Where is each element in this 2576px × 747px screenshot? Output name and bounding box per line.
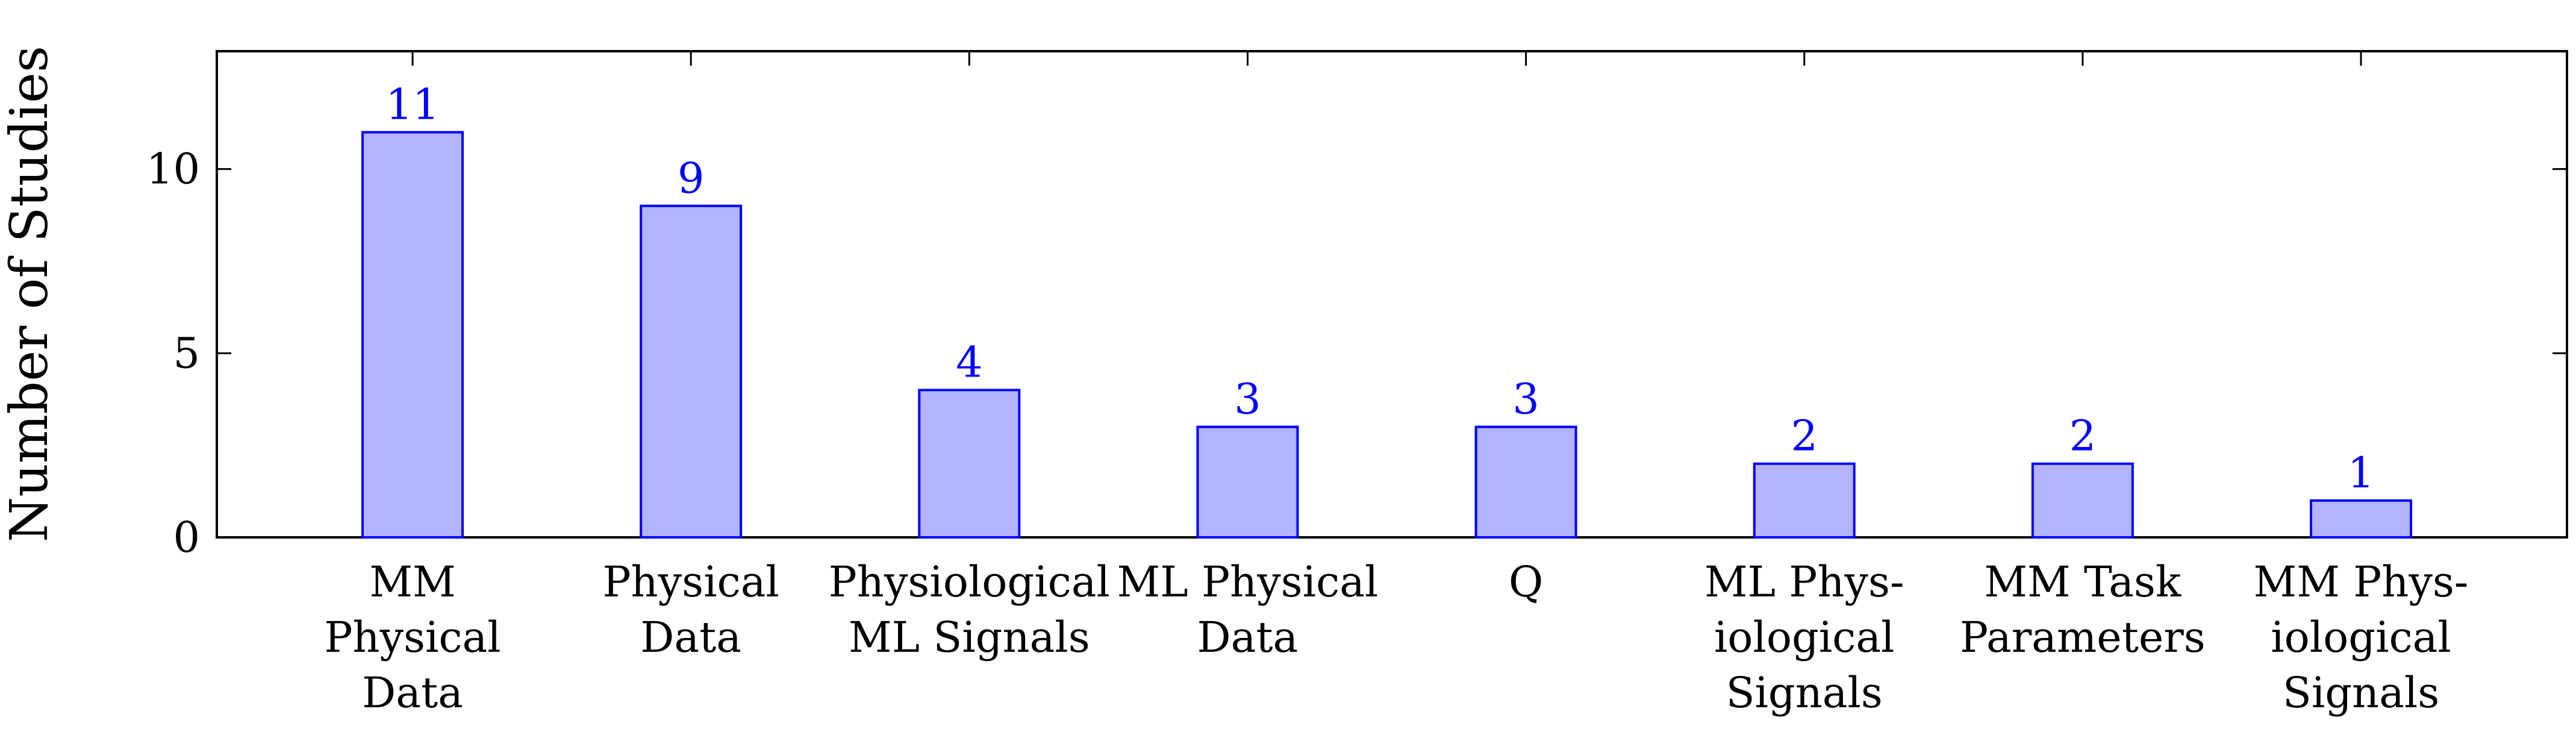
x-tick-label-line: ML Signals [849, 613, 1090, 662]
bar [361, 131, 464, 539]
x-tick-label: Physiological ML Signals [829, 557, 1110, 662]
bar-value-label: 1 [2348, 448, 2375, 498]
x-tick-label-line: Data [362, 668, 463, 717]
x-tick-label-line: Q [1509, 557, 1543, 607]
x-tick-label-line: MM Task [1984, 557, 2181, 607]
x-tick-label-line: ML Phys- [1704, 557, 1904, 607]
bar-value-label: 4 [956, 337, 983, 387]
x-tick-label: MM Task Parameters [1960, 557, 2206, 662]
x-tick-label-line: iological [2271, 613, 2451, 662]
x-tick-label-line: iological [1714, 613, 1895, 662]
bar [1196, 425, 1299, 539]
bar [918, 389, 1021, 539]
bar [2310, 499, 2412, 539]
bar-value-label: 2 [1791, 411, 1818, 461]
bar-value-label: 3 [1512, 375, 1539, 424]
bar [1474, 425, 1577, 539]
plot-frame [216, 50, 2568, 539]
x-tick-label: ML Phys-iological Signals [1704, 557, 1904, 717]
bar [2031, 462, 2134, 539]
x-tick-label-line: Physical [324, 613, 501, 662]
x-tick-label-line: MM Phys- [2254, 557, 2469, 607]
x-tick-label: ML Physical Data [1117, 557, 1379, 662]
y-tick-label: 5 [173, 328, 200, 378]
y-tick-label: 0 [173, 513, 200, 562]
bar-value-label: 9 [678, 154, 705, 203]
x-tick-label-line: Physiological [829, 557, 1110, 607]
x-tick-label: Physical Data [602, 557, 779, 662]
y-tick-labels: 0 5 10 [146, 145, 200, 562]
x-tick-label-line: Physical [602, 557, 779, 607]
bar-value-label: 3 [1234, 375, 1261, 424]
bar [1753, 462, 1856, 539]
bar-value-label: 11 [385, 80, 439, 130]
bars [361, 131, 2412, 539]
y-tick-label: 10 [146, 145, 200, 194]
x-tick-label-line: Signals [2283, 668, 2439, 717]
y-axis-title: Number of Studies [0, 46, 60, 542]
x-tick-label: Q [1509, 557, 1543, 607]
bar-value-label: 2 [2069, 411, 2097, 461]
x-tick-label-line: ML Physical [1117, 557, 1379, 607]
x-tick-label-line: Signals [1726, 668, 1883, 717]
x-tick-label: MM Phys-iological Signals [2254, 557, 2469, 717]
plot-area [216, 50, 2568, 539]
data-labels: 11 9 4 3 3 2 2 1 [385, 80, 2374, 498]
x-tick-label-line: Data [640, 613, 741, 662]
x-tick-label-line: MM [369, 557, 455, 607]
bar [640, 204, 743, 539]
x-tick-label-line: Data [1197, 613, 1299, 662]
x-tick-label-line: Parameters [1960, 613, 2206, 662]
x-tick-label: MM Physical Data [324, 557, 501, 717]
